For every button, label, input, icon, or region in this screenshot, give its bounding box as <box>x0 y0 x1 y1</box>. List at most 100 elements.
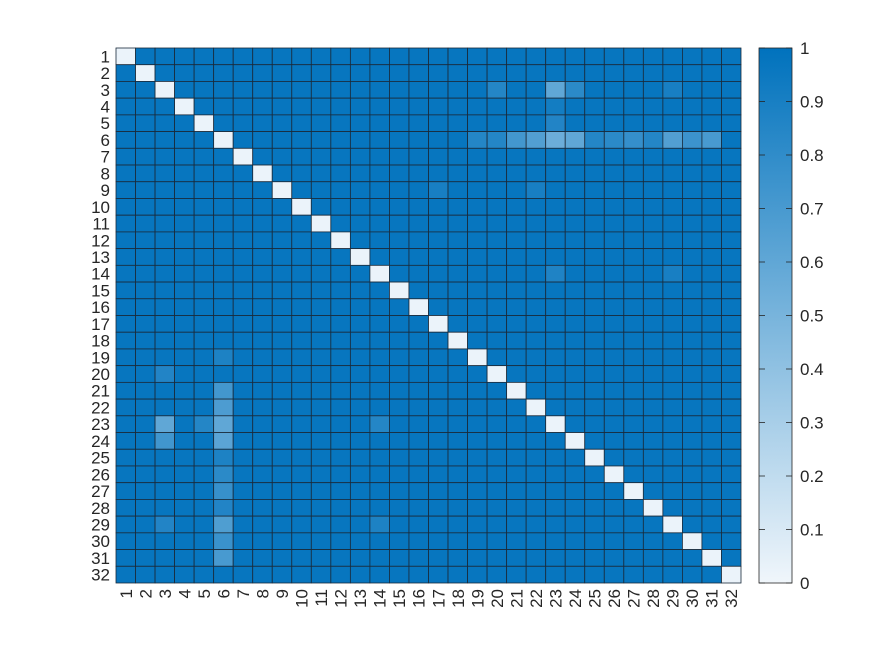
heatmap-cell-r24-c14 <box>369 432 390 450</box>
heatmap-cell-r22-c28 <box>642 398 664 417</box>
heatmap-cell-r14-c17 <box>428 264 449 283</box>
heatmap-cell-r15-c16 <box>408 281 429 300</box>
heatmap-cell-r27-c3 <box>154 482 175 500</box>
heatmap-cell-r21-c18 <box>447 381 468 400</box>
heatmap-cell-r12-c22 <box>525 231 547 250</box>
heatmap-cell-r20-c9 <box>271 365 293 383</box>
heatmap-cell-r27-c20 <box>486 482 508 500</box>
heatmap-cell-r2-c19 <box>467 64 488 82</box>
heatmap-cell-r2-c26 <box>603 64 625 82</box>
column-label-9: 9 <box>273 589 292 598</box>
heatmap-cell-r8-c11 <box>310 164 332 183</box>
heatmap-cell-r7-c15 <box>389 147 410 166</box>
heatmap-cell-r14-c12 <box>330 264 351 283</box>
heatmap-cell-r6-c23 <box>545 131 566 149</box>
heatmap-cell-r11-c9 <box>271 214 293 233</box>
heatmap-cell-r20-c3 <box>154 365 175 383</box>
heatmap-cell-r15-c29 <box>662 281 683 300</box>
heatmap-cell-r17-c24 <box>564 315 586 333</box>
heatmap-cell-r24-c19 <box>467 432 488 450</box>
heatmap-cell-r26-c13 <box>349 465 371 484</box>
heatmap-cell-r32-c31 <box>701 565 722 584</box>
heatmap-cell-r29-c13 <box>349 515 371 534</box>
heatmap-cell-r12-c14 <box>369 231 390 250</box>
heatmap-cell-r9-c24 <box>564 181 586 199</box>
heatmap-cell-r7-c29 <box>662 147 683 166</box>
heatmap-cell-r2-c21 <box>506 64 527 82</box>
heatmap-cell-r28-c14 <box>369 499 390 517</box>
column-labels: 1 2 3 4 5 6 7 8 9 10 11 12 13 14 15 16 17 18 19 20 21 22 23 24 2… <box>117 589 741 608</box>
heatmap-cell-r29-c31 <box>701 515 722 534</box>
heatmap-cell-r30-c32 <box>721 532 742 550</box>
heatmap-cell-r22-c23 <box>545 398 566 417</box>
heatmap-cell-r20-c10 <box>291 365 312 383</box>
heatmap-cell-r6-c20 <box>486 131 508 149</box>
heatmap-cell-r20-c23 <box>545 365 566 383</box>
colorbar-tick-label: 0.7 <box>800 200 824 219</box>
heatmap-cell-r24-c5 <box>193 432 215 450</box>
heatmap-cell-r9-c32 <box>721 181 742 199</box>
heatmap-cell-r19-c7 <box>232 348 254 367</box>
heatmap-cell-r7-c12 <box>330 147 351 166</box>
heatmap-cell-r16-c5 <box>193 298 215 316</box>
heatmap-cell-r2-c29 <box>662 64 683 82</box>
heatmap-cell-r19-c29 <box>662 348 683 367</box>
row-label-30: 30 <box>91 532 110 551</box>
heatmap-cell-r6-c8 <box>252 131 273 149</box>
heatmap-cell-r30-c4 <box>174 532 195 550</box>
heatmap-cell-r9-c18 <box>447 181 468 199</box>
heatmap-cell-r32-c12 <box>330 565 351 584</box>
heatmap-cell-r28-c3 <box>154 499 175 517</box>
heatmap-cell-r15-c23 <box>545 281 566 300</box>
heatmap-cell-r22-c7 <box>232 398 254 417</box>
heatmap-cell-r16-c23 <box>545 298 566 316</box>
heatmap-cell-r8-c31 <box>701 164 722 183</box>
heatmap-cell-r29-c28 <box>642 515 664 534</box>
heatmap-cell-r16-c28 <box>642 298 664 316</box>
heatmap-cell-r19-c21 <box>506 348 527 367</box>
heatmap-cell-r32-c30 <box>682 565 703 584</box>
heatmap-cell-r4-c31 <box>701 97 722 116</box>
heatmap-cell-r3-c13 <box>349 81 371 99</box>
heatmap-cell-r7-c17 <box>428 147 449 166</box>
heatmap-cell-r13-c21 <box>506 248 527 266</box>
heatmap-cell-r24-c27 <box>623 432 644 450</box>
heatmap-cell-r14-c7 <box>232 264 254 283</box>
heatmap-cell-r30-c25 <box>584 532 605 550</box>
heatmap-cell-r28-c19 <box>467 499 488 517</box>
heatmap-cell-r24-c26 <box>603 432 625 450</box>
heatmap-cell-r10-c13 <box>349 198 371 216</box>
heatmap-cell-r26-c14 <box>369 465 390 484</box>
heatmap-cell-r27-c32 <box>721 482 742 500</box>
heatmap-cell-r13-c2 <box>135 248 156 266</box>
heatmap-cell-r2-c4 <box>174 64 195 82</box>
heatmap-cell-r17-c31 <box>701 315 722 333</box>
heatmap-cell-r5-c21 <box>506 114 527 132</box>
heatmap-cell-r9-c29 <box>662 181 683 199</box>
heatmap-cell-r4-c2 <box>135 97 156 116</box>
heatmap-cell-r6-c26 <box>603 131 625 149</box>
heatmap-cell-r10-c30 <box>682 198 703 216</box>
heatmap-cell-r11-c24 <box>564 214 586 233</box>
heatmap-cell-r24-c21 <box>506 432 527 450</box>
heatmap-cell-r13-c10 <box>291 248 312 266</box>
heatmap-cell-r22-c21 <box>506 398 527 417</box>
heatmap-cell-r21-c3 <box>154 381 175 400</box>
heatmap-cell-r12-c3 <box>154 231 175 250</box>
heatmap-cell-r14-c20 <box>486 264 508 283</box>
heatmap-cell-r16-c32 <box>721 298 742 316</box>
heatmap-cell-r28-c11 <box>310 499 332 517</box>
heatmap-cell-r17-c2 <box>135 315 156 333</box>
column-label-16: 16 <box>410 589 429 608</box>
heatmap-cell-r1-c32 <box>721 47 742 66</box>
heatmap-cell-r9-c11 <box>310 181 332 199</box>
heatmap-cell-r31-c27 <box>623 549 644 567</box>
heatmap-cell-r23-c18 <box>447 415 468 433</box>
heatmap-cell-r32-c27 <box>623 565 644 584</box>
heatmap-cell-r16-c29 <box>662 298 683 316</box>
heatmap-cell-r9-c5 <box>193 181 215 199</box>
heatmap-cell-r31-c16 <box>408 549 429 567</box>
heatmap-cell-r3-c9 <box>271 81 293 99</box>
heatmap-cell-r25-c18 <box>447 448 468 467</box>
heatmap-cell-r1-c24 <box>564 47 586 66</box>
